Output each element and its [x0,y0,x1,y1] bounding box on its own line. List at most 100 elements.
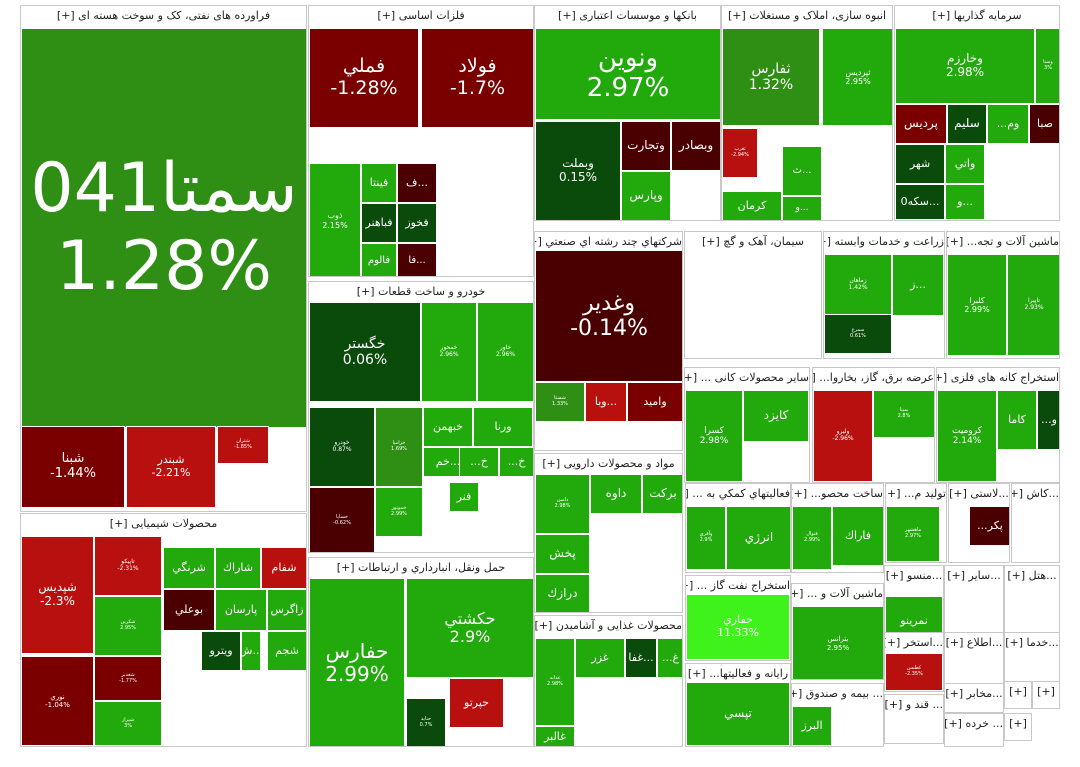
stock-tile[interactable]: البرز [792,706,832,746]
sector-label[interactable]: استخراج کانه های فلزی [+] [937,371,1059,384]
stock-tile[interactable]: زماهان 1.42% [824,254,892,316]
sector-label[interactable]: تولید م... [+] [886,487,946,500]
sector-power[interactable]: عرضه برق، گاز، بخاروا... [+]وليرو-2.96%ب… [812,367,935,483]
stock-tile[interactable]: وآفري 2.9% [686,506,726,570]
stock-tile[interactable]: ...خ [459,447,499,477]
stock-tile[interactable]: كلبرا 2.99% [947,254,1007,356]
stock-tile[interactable]: شبنا -1.44% [21,426,125,508]
sector-label[interactable]: ...سایر [+] [947,569,1001,582]
stock-tile[interactable]: كروميت 2.14% [937,390,997,482]
sector-label[interactable]: ماشین آلات و ... [+] [792,587,883,600]
stock-tile[interactable]: حپرتو [449,678,504,728]
stock-tile[interactable]: ث... [782,146,822,196]
stock-tile[interactable]: شرنگي [163,547,215,589]
stock-tile[interactable]: پرديس [895,104,947,144]
stock-tile[interactable]: وپارس [621,171,671,220]
sector-chem[interactable]: محصولات شیمیایی [+] شپديس -2.3% تاپيكو -2.31… [20,513,307,747]
stock-tile[interactable]: حکشتي 2.9% [406,578,533,678]
sector-machinery2[interactable]: ماشین آلات و ... [+] بترانس 2.95% [791,583,884,680]
stock-tile[interactable]: نوري -1.04% [21,656,94,746]
sector-oilgas[interactable]: استخراج نفت گاز ... [+] حفاري 11.33% [685,575,791,661]
stock-tile[interactable]: خگستر 0.06% [309,302,421,402]
stock-tile[interactable]: فينتا [361,163,397,203]
sector-label[interactable]: فلزات اساسی [+] [377,9,465,22]
sector-label[interactable]: ...هتل [+] [1007,569,1057,582]
sector-mining[interactable]: استخراج کانه های فلزی [+] كروميت 2.14% كاما… [936,367,1060,483]
stock-tile[interactable]: درازك [535,574,590,612]
stock-tile[interactable]: ثفارس 1.32% [722,28,820,126]
stock-tile[interactable]: غزر [575,638,625,678]
stock-tile[interactable]: وغدير -0.14% [535,250,682,382]
sector-label[interactable]: عرضه برق، گاز، بخاروا... [+] [813,371,934,384]
stock-tile[interactable]: فولاد -1.7% [421,28,533,128]
stock-tile[interactable]: كايزد [743,390,809,442]
stock-tile[interactable]: شستا 1.33% [535,382,585,422]
stock-tile[interactable]: شغدير -1.77% [94,656,162,701]
stock-tile[interactable]: ...غ [657,638,682,678]
sector-label[interactable]: خودرو و ساخت قطعات [+] [356,285,486,298]
sector-nonmetal[interactable]: سایر محصولات کانی ... [+] كسرا 2.98% كايزد [684,367,810,483]
sector-label[interactable]: ...منسو [+] [885,569,943,582]
stock-tile[interactable]: تاپيرا 2.93% [1007,254,1059,356]
stock-tile[interactable]: دامين 2.98% [535,474,590,534]
stock-tile[interactable]: سمتا041 1.28% [21,28,306,428]
stock-tile[interactable]: كرمان [722,191,782,220]
stock-tile[interactable]: شپديس -2.3% [21,536,94,654]
sector-label[interactable]: فعالیتهاي کمکي به ... [+] [686,487,790,500]
sector-computer[interactable]: رایانه و فعالیتها... [+] تپسي [685,663,791,747]
stock-tile[interactable]: غفا... [625,638,657,678]
sector-auto[interactable]: خودرو و ساخت قطعات [+] خگستر 0.06% خمحور 2.9… [308,281,534,553]
sector-retail[interactable]: ... خرده [+] [944,713,1004,747]
stock-tile[interactable]: پخش [535,534,590,574]
stock-tile[interactable]: بوعلي [163,589,215,631]
sector-label[interactable]: [+] [1009,685,1027,698]
stock-tile[interactable]: خم... [423,447,473,477]
sector-insurance[interactable]: ... بیمه و صندوق [+] البرز [791,683,884,747]
sector-label[interactable]: ... خرده [+] [945,717,1003,730]
sector-oil[interactable]: فراورده های نفتی، کک و سوخت هسته ای [+] س… [20,5,307,512]
stock-tile[interactable]: وبا... [585,382,627,422]
sector-label[interactable]: استخراج نفت گاز ... [+] [686,579,790,592]
stock-tile[interactable]: تپسي [686,682,790,746]
stock-tile[interactable]: ف... [397,163,437,203]
sector-label[interactable]: ...استخر [+] [885,636,943,649]
stock-tile[interactable]: وبصادر [671,121,720,171]
sector-label[interactable]: شرکتهاي چند رشته اي صنعتي [+] [535,235,682,248]
stock-tile[interactable]: غالبر [535,726,575,746]
stock-tile[interactable]: انرژي [726,506,790,570]
sector-label[interactable]: فراورده های نفتی، کک و سوخت هسته ای [+] [56,9,271,22]
sector-machinery[interactable]: ماشین آلات و تجه... [+] كلبرا 2.99% تاپيرا 2… [946,231,1060,359]
sector-label[interactable]: ...خدما [+] [1005,636,1059,649]
sector-label[interactable]: زراعت و خدمات وابسته [+] [824,235,944,248]
stock-tile[interactable]: خبهمن [423,407,473,447]
sector-label[interactable]: سایر محصولات کانی ... [+] [685,371,809,384]
stock-tile[interactable]: فنوال 2.99% [792,506,832,570]
sector-label[interactable]: ... قند و [+] [885,698,943,711]
stock-tile[interactable]: شفام [261,547,306,589]
stock-tile[interactable]: خاور 2.96% [477,302,533,402]
sector-metalprod[interactable]: ساخت محصو... [+] فاراك فنوال 2.99% [791,483,884,573]
stock-tile[interactable]: شجم [267,631,306,671]
sector-kash[interactable]: ...کاش [+] [1011,483,1060,563]
stock-tile[interactable]: شيراز 3% [94,701,162,746]
sector-transport[interactable]: حمل ونقل، انبارداري و ارتباطات [+] حفارس 2… [308,557,534,747]
stock-tile[interactable]: پارسان [215,589,267,631]
stock-tile[interactable]: بمپنا 2.8% [873,390,934,438]
sector-plastic[interactable]: ...لاستی [+] ...پكر [948,483,1010,563]
sector-label[interactable]: بانکها و موسسات اعتباری [+] [558,9,697,22]
stock-tile[interactable]: خساپا -0.62% [309,487,375,552]
stock-tile[interactable]: واميد [627,382,682,422]
stock-tile[interactable]: خزاميا 1.69% [375,407,423,487]
stock-tile[interactable]: حفاري 11.33% [686,594,790,660]
sector-info[interactable]: ...اطلاع [+] [944,632,1004,692]
sector-label[interactable]: ...اطلاع [+] [945,636,1003,649]
stock-tile[interactable]: فخوز [397,203,437,243]
stock-tile[interactable]: ذوب 2.15% [309,163,361,276]
stock-tile[interactable]: كسرا 2.98% [685,390,743,482]
sector-pharma[interactable]: مواد و محصولات دارویی [+] دامين 2.98% داوه ب… [534,453,683,613]
stock-tile[interactable]: فاراك [832,506,883,566]
stock-tile[interactable]: شكربن 2.95% [94,596,162,656]
stock-tile[interactable]: وخارزم 2.98% [895,28,1035,104]
sector-label[interactable]: محصولات شیمیایی [+] [109,517,218,530]
stock-tile[interactable]: كطبس -2.35% [885,653,943,691]
